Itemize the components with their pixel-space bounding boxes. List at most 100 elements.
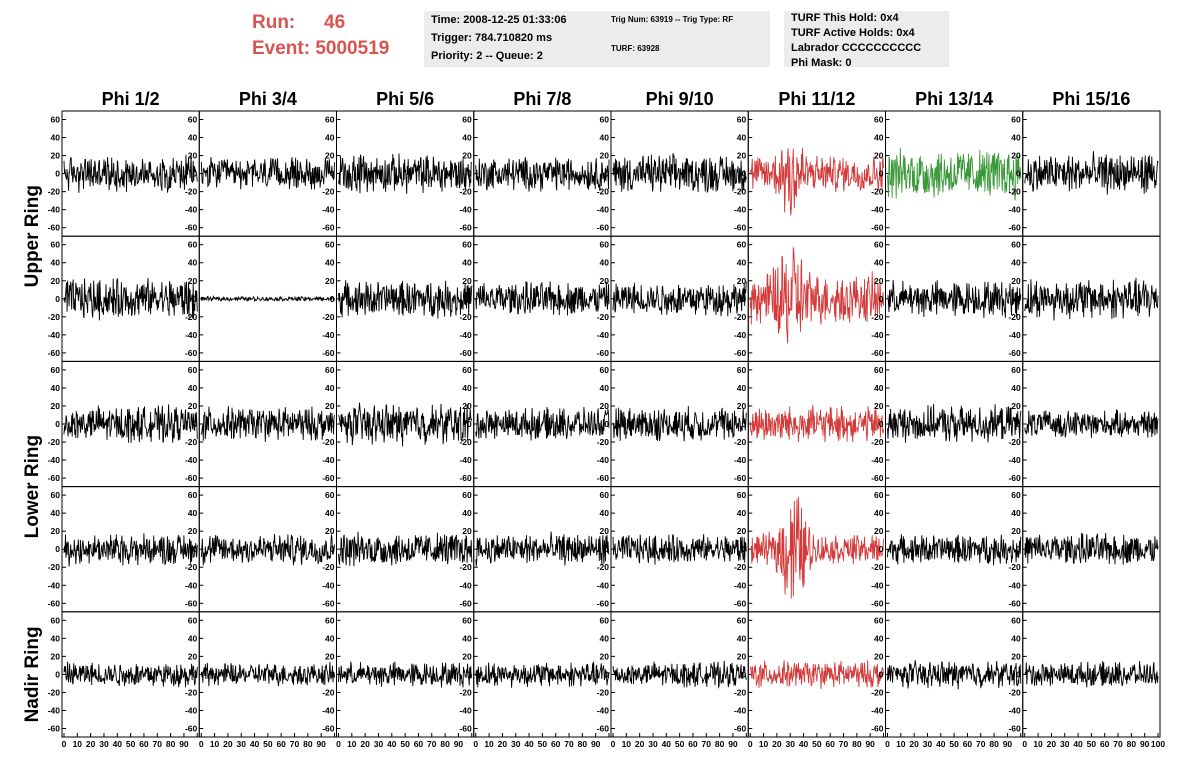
y-tick-label: 60	[600, 615, 610, 625]
x-tick-label: 40	[524, 739, 534, 749]
x-tick-label: 10	[896, 739, 906, 749]
column-title: Phi 13/14	[915, 89, 993, 109]
y-tick-label: -40	[871, 330, 884, 340]
phi-mask-text: Phi Mask: 0	[791, 57, 852, 67]
y-tick-label: 40	[737, 133, 747, 143]
y-tick-label: -40	[871, 705, 884, 715]
y-tick-label: 40	[325, 133, 335, 143]
y-tick-label: -20	[459, 187, 472, 197]
column-title: Phi 1/2	[102, 89, 160, 109]
x-tick-label: 20	[635, 739, 645, 749]
y-tick-label: -20	[871, 562, 884, 572]
ring-label: Upper Ring	[22, 185, 43, 287]
x-tick-label: 60	[139, 739, 149, 749]
y-tick-label: -40	[597, 455, 610, 465]
y-tick-label: 20	[51, 401, 61, 411]
column-title: Phi 5/6	[376, 89, 434, 109]
y-tick-label: 0	[193, 169, 198, 179]
y-tick-label: -40	[459, 580, 472, 590]
y-tick-label: -60	[734, 223, 747, 233]
y-tick-label: -60	[597, 223, 610, 233]
x-tick-label: 40	[799, 739, 809, 749]
x-tick-label: 30	[923, 739, 933, 749]
y-tick-label: 0	[604, 669, 609, 679]
waveform-line	[63, 277, 198, 321]
x-tick-label: 0	[748, 739, 753, 749]
waveform-line	[1024, 660, 1159, 688]
y-tick-label: -60	[185, 598, 198, 608]
ring-label: Nadir Ring	[22, 626, 43, 722]
y-tick-label: 20	[188, 151, 198, 161]
y-tick-label: -60	[597, 723, 610, 733]
y-tick-label: 40	[325, 258, 335, 268]
x-tick-label: 50	[538, 739, 548, 749]
y-tick-label: -60	[322, 348, 335, 358]
y-tick-label: -40	[1008, 705, 1021, 715]
waveform-line	[887, 280, 1022, 318]
y-tick-label: -60	[459, 723, 472, 733]
y-tick-label: 40	[1011, 383, 1021, 393]
y-tick-label: -40	[459, 705, 472, 715]
waveform-line	[200, 533, 335, 566]
y-tick-label: -40	[48, 455, 61, 465]
waveform-line	[749, 247, 884, 344]
event-value: 5000519	[315, 38, 390, 59]
x-tick-label: 20	[498, 739, 508, 749]
y-tick-label: -20	[871, 687, 884, 697]
y-tick-label: 40	[188, 133, 198, 143]
x-tick-label: 60	[963, 739, 973, 749]
y-tick-label: -40	[48, 330, 61, 340]
turf-info-box: TURF This Hold: 0x4 TURF Active Holds: 0…	[784, 11, 949, 67]
y-tick-label: -60	[322, 223, 335, 233]
y-tick-label: -40	[322, 330, 335, 340]
y-tick-label: -60	[48, 598, 61, 608]
x-tick-label: 80	[989, 739, 999, 749]
y-tick-label: -40	[185, 455, 198, 465]
y-tick-label: -60	[185, 348, 198, 358]
y-tick-label: -40	[185, 330, 198, 340]
y-tick-label: -60	[871, 223, 884, 233]
y-tick-label: 40	[1011, 633, 1021, 643]
waveform-line	[338, 661, 473, 688]
y-tick-label: -60	[1008, 223, 1021, 233]
y-tick-label: -40	[185, 580, 198, 590]
y-tick-label: -20	[459, 687, 472, 697]
y-tick-label: 40	[874, 383, 884, 393]
x-tick-label: 20	[360, 739, 370, 749]
waveform-line	[200, 661, 335, 687]
y-tick-label: 20	[462, 151, 472, 161]
y-tick-label: 0	[1016, 419, 1021, 429]
y-tick-label: -20	[185, 312, 198, 322]
turf-hold-text: TURF This Hold: 0x4	[791, 12, 899, 24]
y-tick-label: 0	[467, 669, 472, 679]
y-tick-label: -40	[871, 455, 884, 465]
x-tick-label: 40	[1073, 739, 1083, 749]
x-tick-label: 50	[126, 739, 136, 749]
event-row: Event: 5000519	[252, 36, 417, 62]
y-tick-label: -60	[48, 223, 61, 233]
x-tick-label: 10	[347, 739, 357, 749]
trigger-text: Trigger: 784.710820 ms	[431, 32, 553, 44]
x-tick-label: 20	[1047, 739, 1057, 749]
column-title: Phi 3/4	[239, 89, 297, 109]
y-tick-label: 0	[604, 169, 609, 179]
x-tick-label: 80	[578, 739, 588, 749]
x-tick-label: 70	[153, 739, 163, 749]
y-tick-label: 60	[462, 615, 472, 625]
y-tick-label: 20	[737, 651, 747, 661]
y-tick-label: 40	[1011, 133, 1021, 143]
y-tick-label: 60	[737, 365, 747, 375]
x-tick-label: 40	[387, 739, 397, 749]
x-tick-label: 30	[236, 739, 246, 749]
y-tick-label: -20	[734, 187, 747, 197]
y-tick-label: 20	[737, 526, 747, 536]
y-tick-label: 0	[604, 544, 609, 554]
y-tick-label: -20	[185, 187, 198, 197]
y-tick-label: 60	[188, 490, 198, 500]
y-tick-label: 0	[879, 294, 884, 304]
y-tick-label: -40	[734, 205, 747, 215]
waveform-line	[749, 404, 884, 443]
y-tick-label: -40	[185, 705, 198, 715]
y-tick-label: 20	[51, 526, 61, 536]
y-tick-label: -40	[459, 455, 472, 465]
